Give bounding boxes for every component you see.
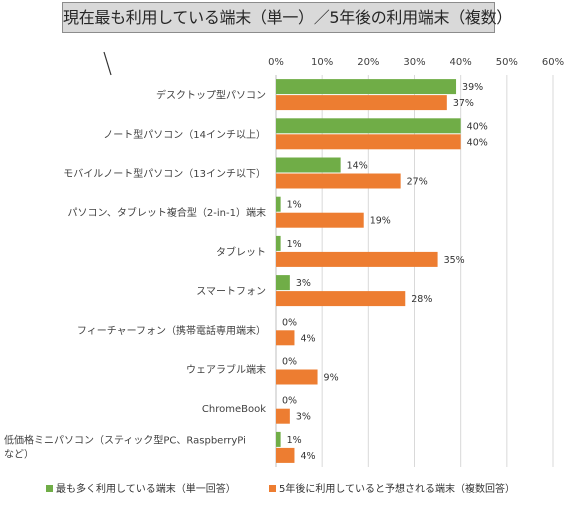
category-label: 低価格ミニパソコン（スティック型PC、RaspberryPi xyxy=(4,433,246,446)
value-labels: 39%37%40%40%14%27%1%19%1%35%3%28%0%4%0%9… xyxy=(282,82,488,462)
category-label: モバイルノート型パソコン（13インチ以下） xyxy=(63,167,266,180)
category-label: ChromeBook xyxy=(202,404,266,415)
category-label: ウェアラブル端末 xyxy=(186,363,266,376)
x-tick-label: 0% xyxy=(268,57,284,68)
value-label-series-1: 40% xyxy=(467,121,488,132)
value-label-series-2: 4% xyxy=(300,451,315,462)
value-label-series-1: 0% xyxy=(282,396,297,407)
category-label: タブレット xyxy=(216,245,266,258)
bar-series-1 xyxy=(276,275,290,291)
bar-series-2 xyxy=(276,447,295,463)
legend-swatch-series-1 xyxy=(46,485,53,492)
x-tick-label: 40% xyxy=(450,57,472,68)
value-label-series-2: 40% xyxy=(467,137,488,148)
value-label-series-2: 9% xyxy=(324,373,339,384)
x-axis-ticks: 0% 10% 20% 30% 40% 50% 60% xyxy=(268,57,564,68)
category-label: など） xyxy=(4,448,34,460)
legend-label-series-1: 最も多く利用している端末（単一回答） xyxy=(56,484,236,495)
bar-series-2 xyxy=(276,369,318,385)
value-label-series-2: 37% xyxy=(453,98,474,109)
x-tick-label: 10% xyxy=(311,57,333,68)
value-label-series-1: 1% xyxy=(287,200,302,211)
chart-title: 現在最も利用している端末（単一）／5年後の利用端末（複数） xyxy=(62,2,512,33)
bar-series-2 xyxy=(276,95,447,111)
value-label-series-2: 35% xyxy=(444,255,465,266)
value-label-series-2: 4% xyxy=(300,333,315,344)
title-callout-line xyxy=(103,51,112,76)
bars xyxy=(276,79,461,463)
category-label: スマートフォン xyxy=(196,287,266,298)
value-label-series-2: 3% xyxy=(296,412,311,423)
legend-item-series-1: 最も多く利用している端末（単一回答） xyxy=(46,482,236,498)
category-label: フィーチャーフォン（携帯電話専用端末） xyxy=(77,324,266,337)
bar-series-1 xyxy=(276,79,457,95)
value-label-series-1: 1% xyxy=(287,239,302,250)
bar-chart: 0% 10% 20% 30% 40% 50% 60% デスクトップ型パソコンノート型パソコン… xyxy=(4,51,564,467)
legend-item-series-2: 5年後に利用していると予想される端末（複数回答） xyxy=(269,482,515,498)
value-label-series-1: 0% xyxy=(282,317,297,328)
bar-series-2 xyxy=(276,134,461,150)
category-label: パソコン、タブレット複合型（2-in-1）端末 xyxy=(68,206,266,219)
bar-series-2 xyxy=(276,408,290,424)
value-label-series-2: 19% xyxy=(370,216,391,227)
legend-label-series-2: 5年後に利用していると予想される端末（複数回答） xyxy=(279,484,516,495)
value-label-series-1: 39% xyxy=(462,82,483,93)
bar-series-1 xyxy=(276,235,281,251)
x-tick-label: 50% xyxy=(496,57,518,68)
value-label-series-2: 27% xyxy=(407,177,428,188)
bar-series-2 xyxy=(276,251,438,267)
value-label-series-1: 14% xyxy=(347,161,368,172)
bar-series-2 xyxy=(276,212,364,228)
bar-series-2 xyxy=(276,330,295,346)
bar-series-2 xyxy=(276,291,406,307)
gridlines xyxy=(275,75,554,467)
bar-series-1 xyxy=(276,118,461,134)
x-tick-label: 20% xyxy=(357,57,379,68)
bar-series-1 xyxy=(276,431,281,447)
x-tick-label: 30% xyxy=(403,57,425,68)
bar-series-1 xyxy=(276,157,341,173)
value-label-series-1: 3% xyxy=(296,278,311,289)
value-label-series-1: 0% xyxy=(282,357,297,368)
category-label: デスクトップ型パソコン xyxy=(156,89,266,102)
category-label: ノート型パソコン（14インチ以上） xyxy=(103,128,266,141)
legend: 最も多く利用している端末（単一回答） 5年後に利用していると予想される端末（複数… xyxy=(0,482,580,502)
value-label-series-1: 1% xyxy=(287,435,302,446)
bar-series-1 xyxy=(276,196,281,212)
x-tick-label: 60% xyxy=(542,57,564,68)
bar-series-2 xyxy=(276,173,401,189)
legend-swatch-series-2 xyxy=(269,485,276,492)
value-label-series-2: 28% xyxy=(411,294,432,305)
